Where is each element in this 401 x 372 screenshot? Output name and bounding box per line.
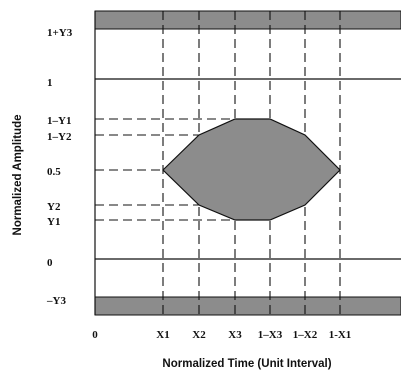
lower-mask-band: [94, 296, 401, 316]
x-tick-1-minus-x2: 1–X2: [293, 329, 318, 341]
y-tick-y2: Y2: [47, 201, 61, 213]
eye-mask-region: [162, 118, 341, 221]
x-tick-1-minus-x3: 1–X3: [258, 329, 283, 341]
x-tick-1-minus-x1: 1-X1: [329, 329, 352, 341]
x-tick-x1: X1: [156, 329, 169, 341]
x-tick-0: 0: [92, 329, 98, 341]
y-tick-half: 0.5: [47, 166, 61, 178]
y-tick-1-minus-y2: 1–Y2: [47, 131, 72, 143]
y-tick-1-plus-y3: 1+Y3: [47, 27, 73, 39]
x-tick-x2: X2: [192, 329, 206, 341]
upper-mask-band: [94, 10, 401, 30]
y-tick-0: 0: [47, 257, 53, 269]
y-tick-y1: Y1: [47, 216, 60, 228]
y-axis-title: Normalized Amplitude: [12, 115, 24, 236]
y-tick-1-minus-y1: 1–Y1: [47, 115, 71, 127]
y-tick-1: 1: [47, 77, 53, 89]
x-tick-x3: X3: [228, 329, 242, 341]
y-tick-minus-y3: –Y3: [46, 295, 66, 307]
x-axis-title: Normalized Time (Unit Interval): [162, 358, 331, 370]
